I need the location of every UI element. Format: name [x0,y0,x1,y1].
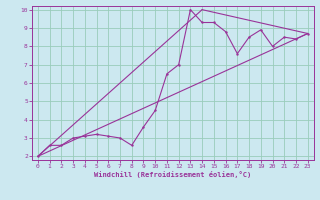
Point [59,144,64,147]
Point [235,52,240,55]
Point [164,72,170,75]
Point [211,21,216,24]
Point [293,37,299,41]
Point [94,133,99,136]
Point [258,28,263,31]
Point [35,155,40,158]
Point [153,109,158,112]
Point [70,136,76,140]
Point [200,21,205,24]
Point [141,125,146,129]
Point [282,36,287,39]
Point [270,45,275,48]
Point [47,144,52,147]
Point [176,63,181,66]
Point [82,135,87,138]
Point [106,135,111,138]
Point [117,136,123,140]
Point [305,32,310,35]
Point [223,30,228,33]
Point [188,8,193,11]
X-axis label: Windchill (Refroidissement éolien,°C): Windchill (Refroidissement éolien,°C) [94,171,252,178]
Point [246,36,252,39]
Point [129,144,134,147]
